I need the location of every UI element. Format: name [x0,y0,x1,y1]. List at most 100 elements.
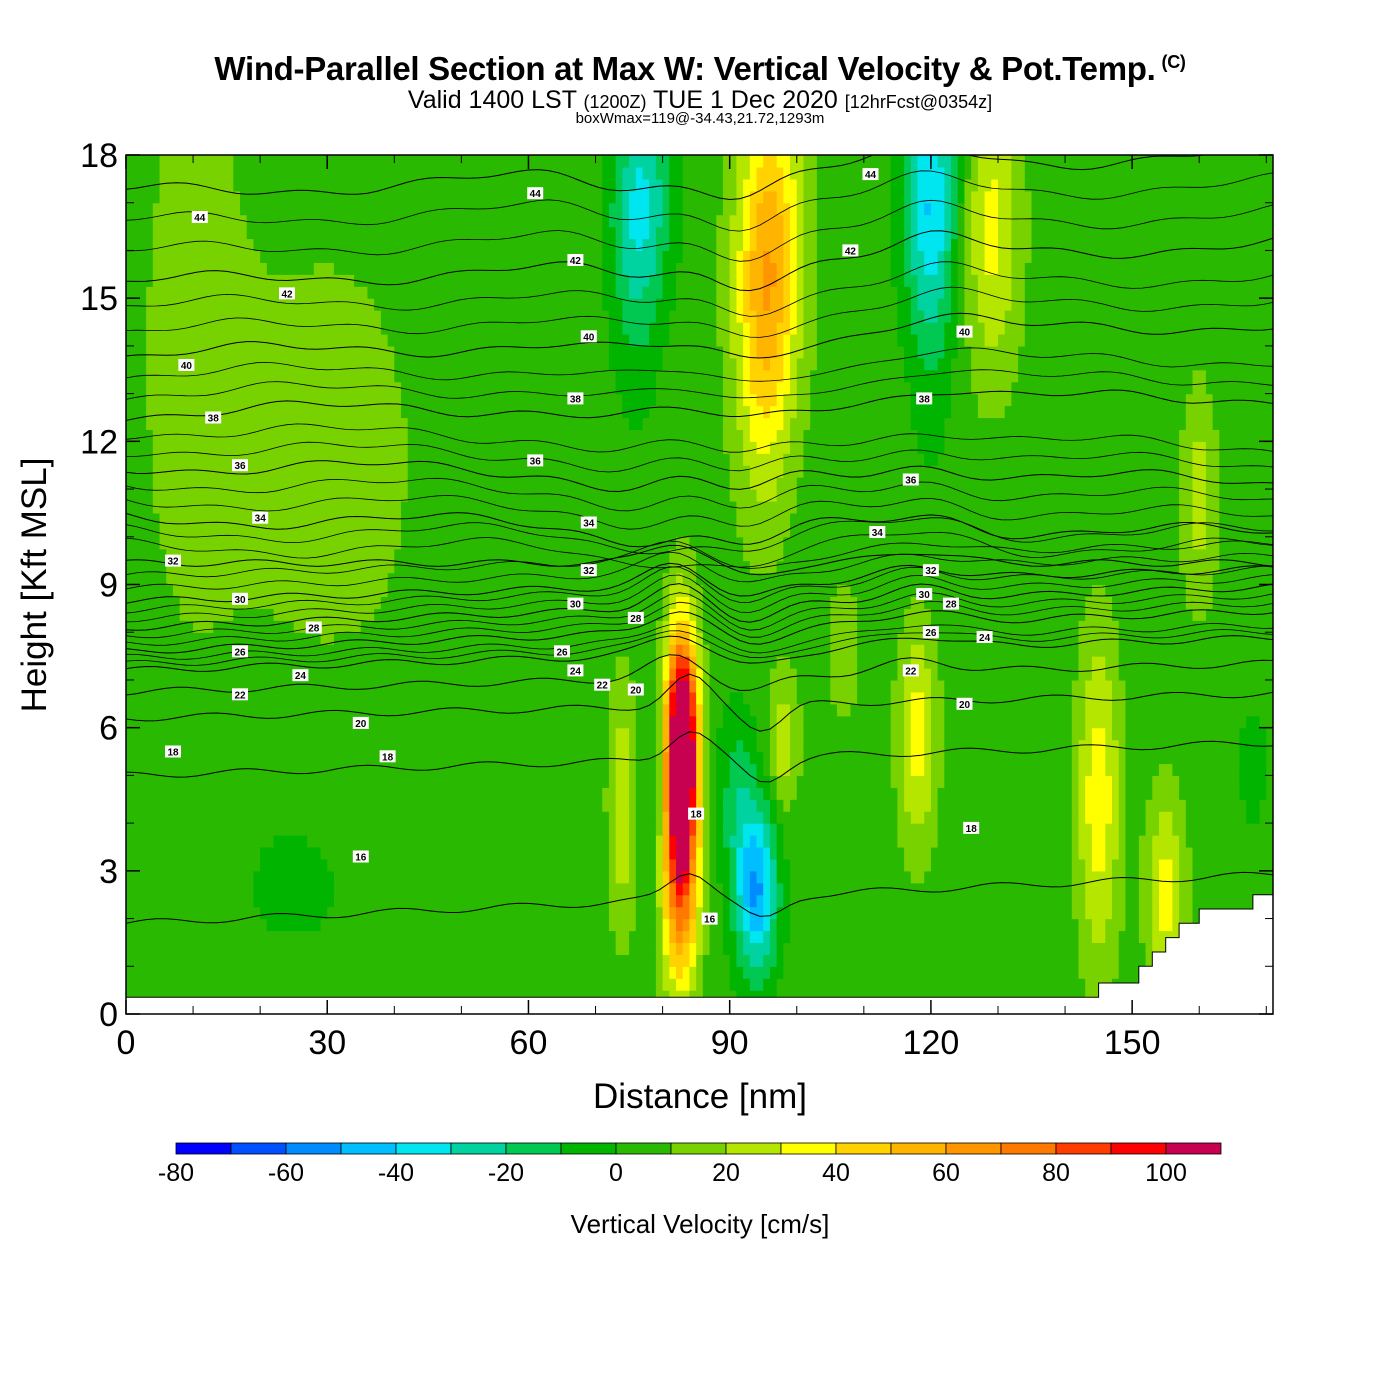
w-cell [1179,846,1194,860]
w-cell [930,668,939,681]
w-cell [615,262,623,275]
contour-label-text: 20 [630,686,642,697]
theta-contour [126,155,1208,201]
w-cell [1105,668,1120,681]
w-cell [602,787,617,800]
w-cell [1118,632,1273,645]
w-cell [776,811,898,824]
w-cell [1239,727,1267,741]
w-cell [696,858,704,872]
colorbar-swatch [1055,1142,1112,1155]
w-cell [816,166,892,180]
w-cell [1172,870,1180,884]
theta-contour-minor [126,477,1273,512]
contour-label-box [842,244,859,257]
w-cell [803,763,892,776]
copyright-mark: (C) [1161,52,1186,72]
w-cell [716,858,731,872]
w-cell [615,226,623,240]
w-cell [1112,608,1194,621]
w-cell [662,214,670,228]
w-cell [655,870,664,884]
w-cell [722,918,731,932]
w-cell [676,274,717,287]
w-cell [743,250,751,263]
w-cell [910,178,919,192]
w-cell [749,166,758,180]
w-cell [622,202,630,216]
w-cell [669,703,677,717]
contour-label: 24 [976,631,993,644]
w-cell [971,214,986,228]
w-cell [689,870,697,884]
w-cell [333,882,610,896]
contour-label-box [232,645,248,658]
w-cell [1078,644,1120,657]
w-cell [608,727,617,741]
contour-label: 38 [205,411,222,425]
x-axis-label: Distance [nm] [593,1077,807,1116]
w-cell [749,930,764,944]
w-cell [126,739,610,753]
w-cell [1158,823,1173,836]
contour-label-box [688,807,705,820]
w-cell [957,250,966,263]
w-cell [749,560,778,574]
w-cell [904,250,912,263]
w-cell [803,751,892,765]
theta-contour-minor [126,423,1273,453]
w-cell [776,727,791,741]
w-cell [904,202,912,216]
w-cell [729,322,744,335]
colorbar-swatch [615,1142,672,1155]
w-cell [662,286,677,299]
w-cell [904,214,912,228]
w-cell [709,811,717,824]
contour-label-box [165,554,181,567]
w-cell [1179,894,1194,908]
contour-label: 16 [352,850,369,864]
w-cell [1071,894,1086,908]
w-cell [602,799,617,812]
w-cell [951,310,959,323]
w-cell [662,739,670,753]
w-cell [1085,608,1113,621]
w-cell [769,751,778,765]
w-cell [662,942,670,955]
w-cell [669,799,691,812]
w-cell [722,703,751,717]
contour-label-text: 20 [355,719,367,730]
w-cell [608,918,637,932]
w-cell [696,632,704,645]
w-cell [696,906,704,920]
w-cell [662,274,677,287]
w-cell [924,727,932,741]
w-cell [1011,250,1033,263]
w-cell [1112,703,1127,717]
w-cell [240,202,603,216]
w-cell [749,787,764,800]
w-cell [763,978,778,991]
w-cell [776,155,791,168]
w-cell [790,202,798,216]
w-cell [152,238,255,252]
w-cell [146,393,402,407]
w-cell [944,202,952,216]
w-cell [769,811,778,824]
w-cell [662,823,670,836]
w-cell [1185,835,1273,848]
w-cell [1091,823,1106,836]
w-cell [126,763,610,776]
w-cell [702,835,711,848]
w-cell [602,155,617,168]
colorbar-swatch [780,1142,837,1155]
w-cell [1024,286,1273,299]
w-cell [696,691,704,705]
w-cell [689,679,697,693]
w-cell [890,775,905,788]
w-cell [910,166,919,180]
w-cell [1125,846,1140,860]
w-cell [159,524,402,538]
contour-label-text: 24 [979,633,991,644]
w-cell [682,166,724,180]
